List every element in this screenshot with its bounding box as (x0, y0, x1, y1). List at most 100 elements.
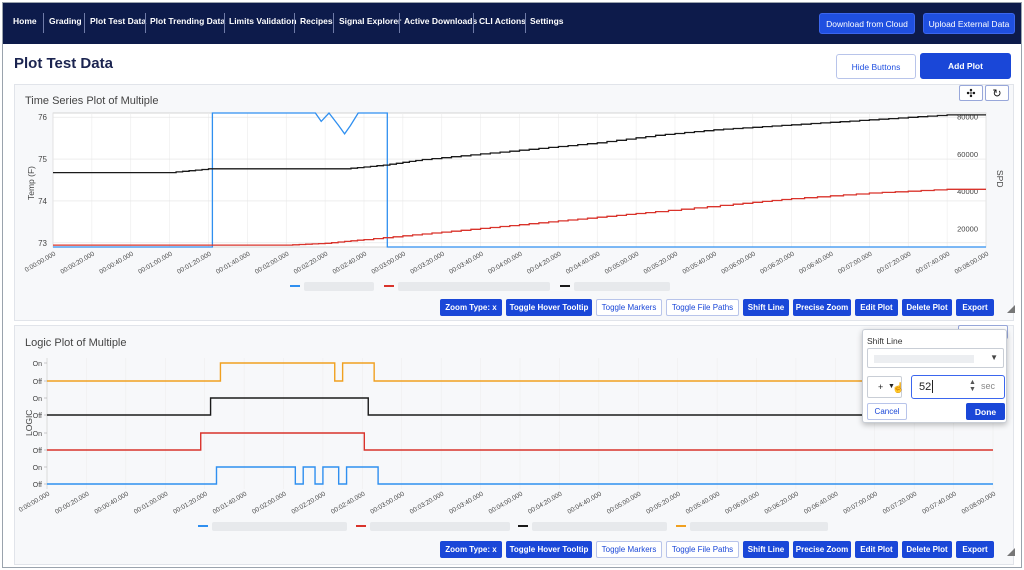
upload-external-data-button[interactable]: Upload External Data (923, 13, 1015, 34)
toggle-markers-button[interactable]: Toggle Markers (596, 299, 662, 316)
x-tick-label: 00:05:20.000 (645, 490, 682, 515)
x-tick-label: 00:05:40.000 (682, 250, 719, 275)
nav-separator (145, 13, 146, 33)
export-button[interactable]: Export (956, 299, 994, 316)
x-tick-label: 00:04:40.000 (566, 490, 603, 515)
y-right-axis-title: SPD (995, 170, 1005, 187)
legend-label-blurred (532, 522, 667, 531)
shift-line-button[interactable]: Shift Line (743, 299, 789, 316)
x-tick-label: 00:01:20.000 (176, 250, 213, 275)
sign-select[interactable]: + ▼ ☝ (867, 376, 904, 398)
y-left-tick-label: 75 (38, 155, 47, 164)
legend-swatch (198, 525, 208, 527)
logic-plot-panel: Logic Plot of Multiple (14, 325, 1014, 565)
toggle-hover-tooltip-button[interactable]: Toggle Hover Tooltip (506, 299, 592, 316)
x-tick-label: 00:07:20.000 (882, 490, 919, 515)
nav-signal-explorer[interactable]: Signal Explorer (339, 16, 402, 26)
nav-separator (43, 13, 44, 33)
x-tick-label: 00:05:20.000 (643, 250, 680, 275)
x-tick-label: 00:00:40.000 (93, 490, 130, 515)
toggle-file-paths-button[interactable]: Toggle File Paths (666, 541, 739, 558)
nav-limits-validation[interactable]: Limits Validation (229, 16, 297, 26)
x-tick-label: 00:03:00.000 (369, 490, 406, 515)
spinner-icon[interactable]: ▲ ▼ (969, 379, 976, 393)
cancel-button[interactable]: Cancel (867, 403, 907, 420)
hide-buttons-button[interactable]: Hide Buttons (836, 54, 916, 79)
x-tick-label: 00:04:40.000 (565, 250, 602, 275)
zoom-type-button[interactable]: Zoom Type: x (440, 541, 502, 558)
toggle-file-paths-button[interactable]: Toggle File Paths (666, 299, 739, 316)
nav-separator (84, 13, 85, 33)
x-tick-label: 0:00:00.000 (24, 250, 58, 273)
logic-series-line (47, 362, 993, 382)
x-tick-label: 00:02:40.000 (332, 250, 369, 275)
add-plot-button[interactable]: Add Plot (920, 53, 1011, 79)
delete-plot-button[interactable]: Delete Plot (902, 299, 952, 316)
export-button[interactable]: Export (956, 541, 994, 558)
state-on-label: On (33, 361, 42, 368)
done-button[interactable]: Done (966, 403, 1005, 420)
x-tick-label: 00:02:00.000 (254, 250, 291, 275)
nav-plot-test-data[interactable]: Plot Test Data (90, 16, 147, 26)
nav-active-downloads[interactable]: Active Downloads (404, 16, 478, 26)
nav-plot-trending-data[interactable]: Plot Trending Data (150, 16, 226, 26)
chevron-down-icon: ▼ (990, 353, 998, 362)
x-tick-label: 00:04:20.000 (526, 250, 563, 275)
nav-settings[interactable]: Settings (530, 16, 564, 26)
plot1-toolbar: Zoom Type: x Toggle Hover Tooltip Toggle… (440, 299, 1000, 316)
chevron-down-icon: ▼ (888, 383, 895, 390)
edit-plot-button[interactable]: Edit Plot (855, 541, 898, 558)
x-tick-label: 00:05:40.000 (685, 490, 722, 515)
reset-icon[interactable]: ↻ (985, 85, 1009, 101)
nav-recipes[interactable]: Recipes (300, 16, 333, 26)
x-tick-label: 00:01:20.000 (172, 490, 209, 515)
y-right-tick-label: 80000 (957, 113, 978, 122)
logic-series-line (47, 466, 993, 485)
y-left-tick-label: 74 (38, 197, 47, 206)
y-left-tick-label: 73 (38, 239, 47, 248)
top-navbar: Home Grading Plot Test Data Plot Trendin… (3, 3, 1021, 44)
legend-swatch (560, 285, 570, 287)
shift-line-button[interactable]: Shift Line (743, 541, 789, 558)
resize-handle-icon (1007, 548, 1015, 556)
y-left-axis-title: Temp (F) (26, 166, 36, 200)
legend-label-blurred (690, 522, 828, 531)
nav-home[interactable]: Home (13, 16, 37, 26)
precise-zoom-button[interactable]: Precise Zoom (793, 299, 851, 316)
x-tick-label: 00:01:40.000 (212, 490, 249, 515)
nav-cli-actions[interactable]: CLI Actions (479, 16, 526, 26)
move-icon[interactable]: ✣ (959, 85, 983, 101)
legend-swatch (290, 285, 300, 287)
nav-separator (333, 13, 334, 33)
x-tick-label: 00:03:40.000 (448, 250, 485, 275)
precise-zoom-button[interactable]: Precise Zoom (793, 541, 851, 558)
legend-label-blurred (574, 282, 670, 291)
x-tick-label: 00:03:40.000 (448, 490, 485, 515)
y-right-tick-label: 40000 (957, 187, 978, 196)
toggle-hover-tooltip-button[interactable]: Toggle Hover Tooltip (506, 541, 592, 558)
state-off-label: Off (33, 379, 42, 386)
x-tick-label: 00:04:00.000 (488, 490, 525, 515)
plot2-legend (198, 522, 828, 532)
download-from-cloud-button[interactable]: Download from Cloud (819, 13, 915, 34)
state-off-label: Off (33, 482, 42, 489)
legend-swatch (384, 285, 394, 287)
shift-seconds-input[interactable]: 52 ▲ ▼ sec (911, 375, 1005, 399)
zoom-type-button[interactable]: Zoom Type: x (440, 299, 502, 316)
x-tick-label: 00:07:20.000 (876, 250, 913, 275)
nav-separator (399, 13, 400, 33)
x-tick-label: 00:07:00.000 (837, 250, 874, 275)
x-tick-label: 00:01:40.000 (215, 250, 252, 275)
edit-plot-button[interactable]: Edit Plot (855, 299, 898, 316)
x-tick-label: 00:05:00.000 (604, 250, 641, 275)
y-right-tick-label: 20000 (957, 224, 978, 233)
line-select-dropdown[interactable]: ▼ (867, 348, 1004, 368)
x-tick-label: 00:07:40.000 (921, 490, 958, 515)
nav-grading[interactable]: Grading (49, 16, 82, 26)
x-tick-label: 00:02:20.000 (291, 490, 328, 515)
toggle-markers-button[interactable]: Toggle Markers (596, 541, 662, 558)
resize-handle-icon (1007, 305, 1015, 313)
delete-plot-button[interactable]: Delete Plot (902, 541, 952, 558)
x-tick-label: 00:03:20.000 (409, 250, 446, 275)
y-left-tick-label: 76 (38, 113, 47, 122)
